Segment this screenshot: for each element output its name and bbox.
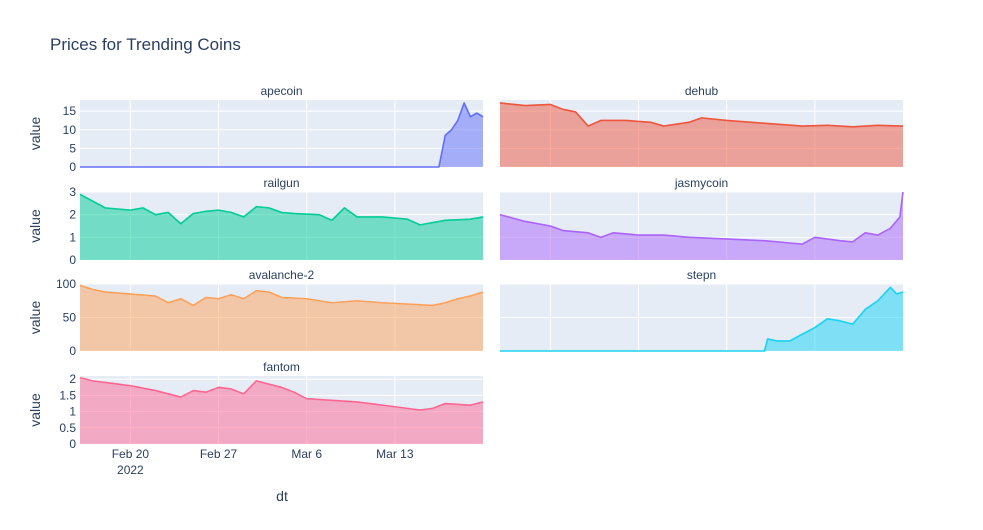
- y-tick-label: 100: [56, 277, 76, 291]
- subplot-title: dehub: [685, 84, 719, 98]
- subplot-avalanche-2: avalanche-2 0 50 100 value: [27, 268, 484, 358]
- y-axis-title: value: [27, 209, 43, 243]
- series-area-apecoin: [80, 102, 483, 167]
- y-axis-title: value: [27, 117, 43, 151]
- subplot-railgun: railgun 0 1 2 3 value: [27, 176, 484, 267]
- y-axis-title: value: [27, 393, 43, 427]
- y-tick-label: 5: [69, 141, 76, 155]
- series-line-stepn: [500, 286, 904, 352]
- y-tick-label: 0.5: [59, 421, 76, 435]
- y-axis-title: value: [27, 301, 43, 335]
- subplot-stepn: stepn: [500, 268, 904, 352]
- x-axis-title: dt: [276, 488, 288, 504]
- y-tick-label: 1: [69, 405, 76, 419]
- y-tick-label: 2: [69, 372, 76, 386]
- x-tick-label: Feb 27: [200, 447, 238, 461]
- series-area-jasmycoin: [500, 192, 903, 260]
- series-line-fantom: [79, 376, 484, 411]
- series-line-avalanche-2: [79, 284, 484, 307]
- y-tick-label: 50: [63, 311, 77, 325]
- x-tick-label: Mar 6: [291, 447, 322, 461]
- plot-background: [80, 100, 483, 167]
- y-tick-label: 3: [69, 185, 76, 199]
- subplot-jasmycoin: jasmycoin: [499, 176, 904, 261]
- y-tick-label: 1.5: [59, 388, 76, 402]
- y-tick-label: 0: [69, 160, 76, 174]
- subplot-title: railgun: [263, 176, 299, 190]
- y-tick-label: 2: [69, 208, 76, 222]
- series-area-fantom: [80, 377, 483, 444]
- y-tick-label: 1: [69, 230, 76, 244]
- subplot-title: jasmycoin: [674, 176, 728, 190]
- subplot-apecoin: apecoin 0 5 10 15 value: [27, 84, 484, 174]
- series-area-avalanche-2: [80, 285, 483, 351]
- y-tick-label: 0: [69, 437, 76, 451]
- subplot-title: apecoin: [260, 84, 302, 98]
- x-tick-year: 2022: [117, 463, 144, 477]
- chart-title: Prices for Trending Coins: [50, 35, 241, 54]
- series-line-jasmycoin: [499, 191, 904, 245]
- x-tick-label: Mar 13: [376, 447, 414, 461]
- series-area-dehub: [500, 102, 903, 167]
- series-line-apecoin: [80, 102, 484, 168]
- subplot-title: avalanche-2: [249, 268, 315, 282]
- y-tick-label: 10: [63, 123, 77, 137]
- series-area-railgun: [80, 194, 483, 260]
- series-line-dehub: [499, 102, 904, 128]
- y-tick-label: 0: [69, 253, 76, 267]
- subplots: apecoin051015valuedehubrailgun0123valuej…: [27, 84, 904, 477]
- subplot-dehub: dehub: [499, 84, 904, 168]
- y-tick-label: 15: [63, 104, 77, 118]
- subplot-fantom: fantom 0 0.5 1 1.5 2 value: [27, 360, 484, 451]
- subplot-title: stepn: [687, 268, 716, 282]
- series-line-railgun: [79, 193, 484, 226]
- y-tick-label: 0: [69, 344, 76, 358]
- x-tick-label: Feb 20: [112, 447, 150, 461]
- subplot-title: fantom: [263, 360, 300, 374]
